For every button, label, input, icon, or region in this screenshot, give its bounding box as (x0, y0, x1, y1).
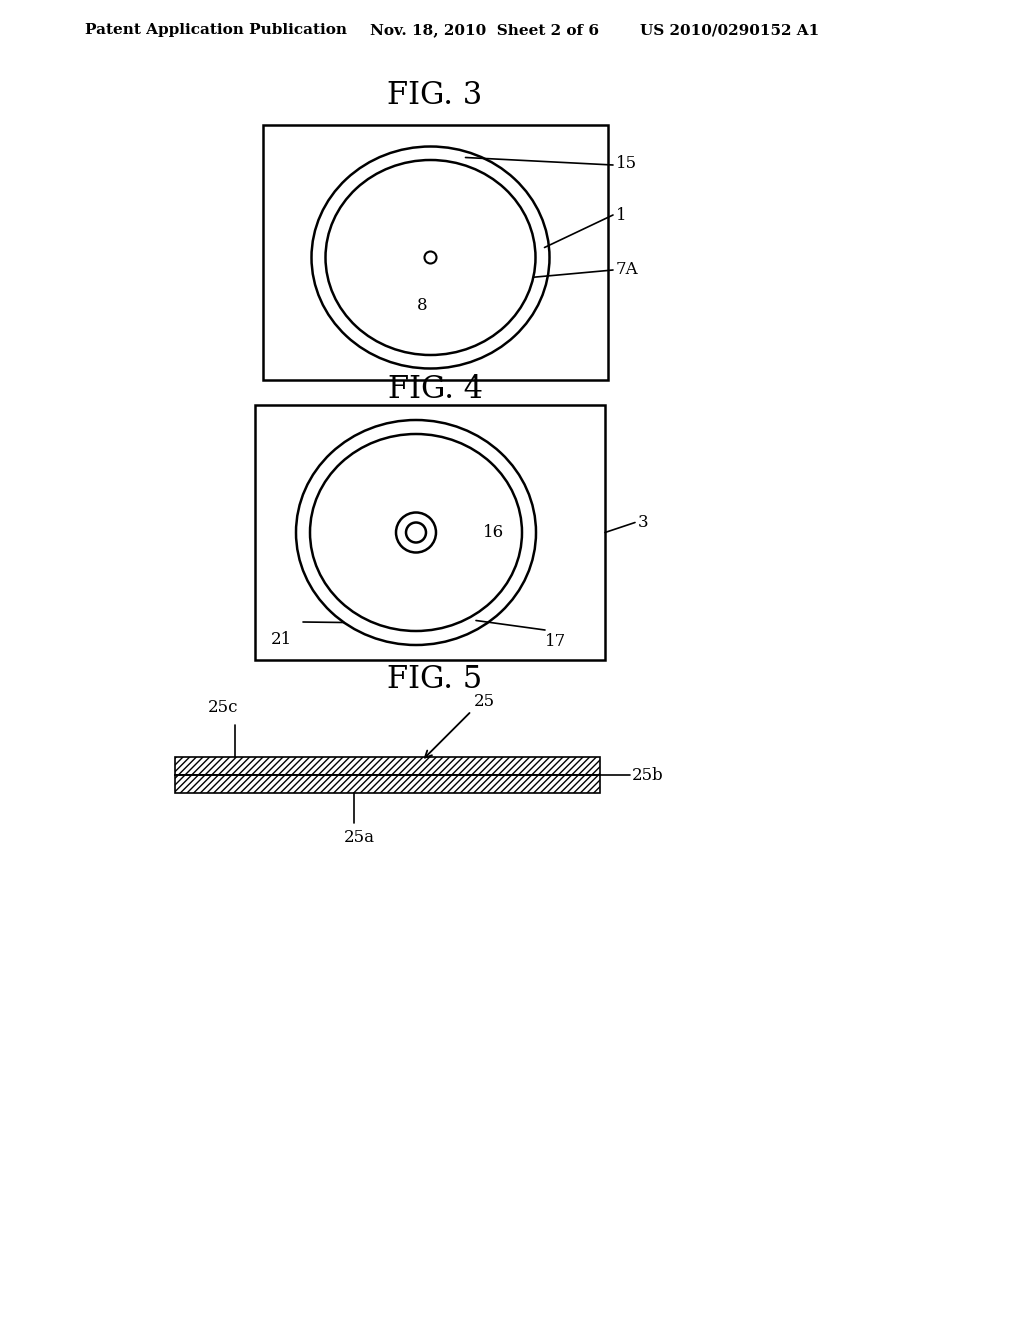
Text: 1: 1 (616, 206, 627, 223)
Text: 17: 17 (545, 634, 566, 651)
Bar (175, 756, 600, 775)
Text: Nov. 18, 2010  Sheet 2 of 6: Nov. 18, 2010 Sheet 2 of 6 (370, 22, 599, 37)
Text: 8: 8 (417, 297, 428, 314)
Text: 16: 16 (483, 524, 504, 541)
Text: 25a: 25a (343, 829, 375, 846)
Text: 21: 21 (271, 631, 292, 648)
Bar (175, 775, 600, 793)
Text: 7A: 7A (616, 261, 639, 279)
Text: FIG. 3: FIG. 3 (387, 79, 482, 111)
Text: Patent Application Publication: Patent Application Publication (85, 22, 347, 37)
Text: FIG. 5: FIG. 5 (387, 664, 482, 696)
Circle shape (406, 523, 426, 543)
Text: 25: 25 (473, 693, 495, 710)
Ellipse shape (326, 160, 536, 355)
Text: 3: 3 (638, 513, 648, 531)
Ellipse shape (311, 147, 550, 368)
Ellipse shape (296, 420, 536, 645)
Text: 25b: 25b (632, 767, 664, 784)
Bar (263, 125, 608, 380)
Bar (255, 405, 605, 660)
Circle shape (425, 252, 436, 264)
Text: US 2010/0290152 A1: US 2010/0290152 A1 (640, 22, 819, 37)
Ellipse shape (310, 434, 522, 631)
Circle shape (396, 512, 436, 553)
Text: 15: 15 (616, 154, 637, 172)
Text: FIG. 4: FIG. 4 (387, 375, 482, 405)
Text: 25c: 25c (208, 698, 239, 715)
